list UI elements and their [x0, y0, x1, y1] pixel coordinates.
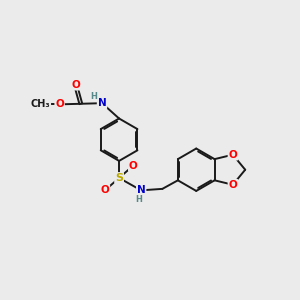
- Text: CH₃: CH₃: [31, 99, 50, 110]
- Text: H: H: [90, 92, 97, 101]
- Text: O: O: [229, 180, 237, 190]
- Text: O: O: [229, 150, 237, 160]
- Text: O: O: [100, 185, 109, 195]
- Text: H: H: [135, 195, 142, 204]
- Text: S: S: [115, 173, 123, 183]
- Text: O: O: [129, 160, 138, 171]
- Text: O: O: [55, 99, 64, 110]
- Text: N: N: [98, 98, 106, 108]
- Text: N: N: [137, 185, 146, 195]
- Text: O: O: [71, 80, 80, 90]
